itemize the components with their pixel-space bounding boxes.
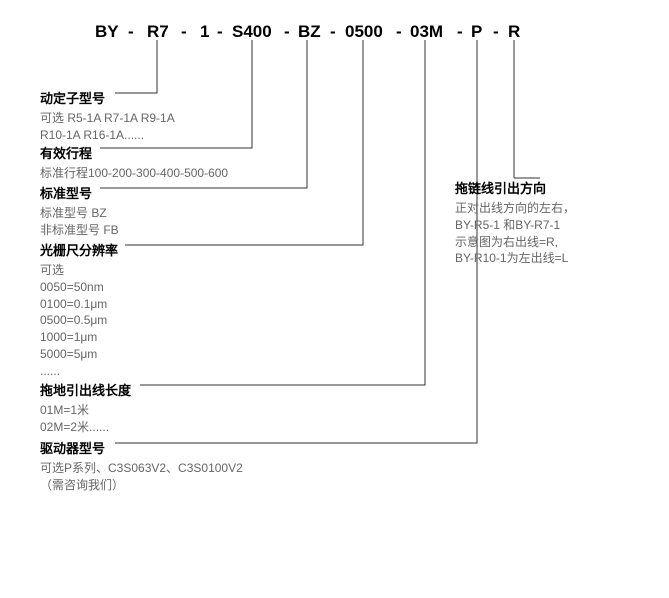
spec-title: 动定子型号 <box>40 88 175 107</box>
code-segment-0: BY <box>95 22 119 42</box>
spec-body: 标准型号 BZ非标准型号 FB <box>40 205 119 239</box>
spec-title: 拖地引出线长度 <box>40 380 131 399</box>
spec-title: 标准型号 <box>40 183 119 202</box>
spec-body: 可选 R5-1A R7-1A R9-1AR10-1A R16-1A...... <box>40 110 175 144</box>
code-segment-2: 1 <box>200 22 209 42</box>
code-separator-3: - <box>284 22 290 42</box>
code-segment-5: 0500 <box>345 22 383 42</box>
spec-section-0: 动定子型号可选 R5-1A R7-1A R9-1AR10-1A R16-1A..… <box>40 88 175 144</box>
code-separator-2: - <box>217 22 223 42</box>
spec-body: 01M=1米02M=2米...... <box>40 402 131 436</box>
spec-section-3: 光栅尺分辨率可选0050=50nm0100=0.1μm0500=0.5μm100… <box>40 240 118 380</box>
code-segment-4: BZ <box>298 22 321 42</box>
part-number-diagram: { "code": { "fontSize": 17, "y": 22, "da… <box>0 0 669 598</box>
spec-section-1: 有效行程标准行程100-200-300-400-500-600 <box>40 143 228 182</box>
spec-section-2: 标准型号标准型号 BZ非标准型号 FB <box>40 183 119 239</box>
code-separator-0: - <box>128 22 134 42</box>
spec-section-4: 拖地引出线长度 01M=1米02M=2米...... <box>40 380 131 436</box>
code-separator-1: - <box>181 22 187 42</box>
spec-body: 可选P系列、C3S063V2、C3S0100V2（需咨询我们） <box>40 460 243 494</box>
code-segment-7: P <box>471 22 482 42</box>
code-segment-1: R7 <box>147 22 169 42</box>
spec-section-5: 驱动器型号可选P系列、C3S063V2、C3S0100V2（需咨询我们） <box>40 438 243 494</box>
connector-4 <box>140 40 425 385</box>
spec-body: 标准行程100-200-300-400-500-600 <box>40 165 228 182</box>
code-separator-5: - <box>396 22 402 42</box>
spec-section-6: 拖链线引出方向正对出线方向的左右，BY-R5-1 和BY-R7-1示意图为右出线… <box>455 178 575 267</box>
spec-title: 光栅尺分辨率 <box>40 240 118 259</box>
code-segment-3: S400 <box>232 22 272 42</box>
code-segment-8: R <box>508 22 520 42</box>
code-separator-6: - <box>457 22 463 42</box>
code-separator-7: - <box>493 22 499 42</box>
spec-title: 拖链线引出方向 <box>455 178 575 197</box>
connector-0 <box>115 40 157 93</box>
spec-body: 正对出线方向的左右，BY-R5-1 和BY-R7-1示意图为右出线=R,BY-R… <box>455 200 575 267</box>
code-segment-6: 03M <box>410 22 443 42</box>
spec-body: 可选0050=50nm0100=0.1μm0500=0.5μm1000=1μm5… <box>40 262 118 380</box>
code-separator-4: - <box>330 22 336 42</box>
spec-title: 有效行程 <box>40 143 228 162</box>
spec-title: 驱动器型号 <box>40 438 243 457</box>
